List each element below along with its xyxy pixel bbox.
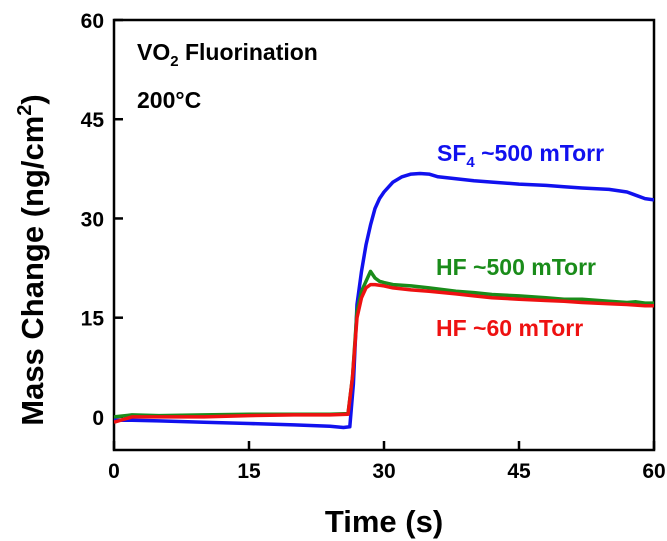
x-tick-label: 0 [108,460,120,483]
annotation-sf4-rest: ~500 mTorr [475,140,604,166]
x-tick-label: 15 [237,460,261,483]
plot-frame [112,18,656,452]
y-tick-label: 60 [81,10,104,33]
annotation-hf-60: HF ~60 mTorr [436,315,583,341]
series-line [114,282,654,424]
x-axis-title: Time (s) [325,504,443,539]
chart-title-line2: 200°C [137,87,201,113]
annotation-sf4-sub: 4 [466,154,475,171]
annotation-hf-500: HF ~500 mTorr [436,254,596,280]
x-tick-label: 45 [507,460,531,483]
chart-title-sub: 2 [170,53,178,70]
y-tick-label: 45 [81,109,105,132]
x-tick-label: 60 [642,460,665,483]
y-tick-label: 30 [81,208,104,231]
chart-title-rest: Fluorination [179,39,318,65]
y-axis-title-close: ) [15,94,50,104]
series-layer [114,171,654,430]
series-line [114,171,654,430]
chart-title-line1: VO2 Fluorination [137,39,318,70]
axis-ticks [112,18,656,450]
y-tick-label: 15 [81,308,105,331]
series-line [114,269,654,419]
y-axis-title-sup: 2 [14,105,36,116]
y-axis-title: Mass Change (ng/cm2) [14,94,50,426]
y-tick-label: 0 [92,407,104,430]
tick-labels: 0 15 30 45 60 0 15 30 45 60 [81,10,666,483]
x-tick-label: 30 [372,460,395,483]
annotation-sf4: SF4 ~500 mTorr [437,140,604,171]
